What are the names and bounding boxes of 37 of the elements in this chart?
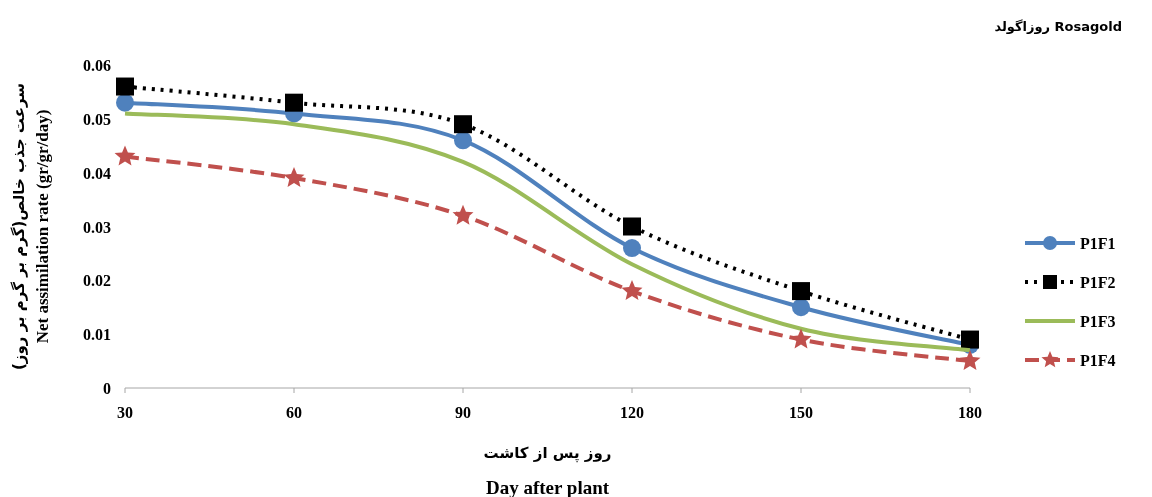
legend-label: P1F2 — [1080, 274, 1116, 291]
point — [452, 204, 474, 225]
x-tick-label: 30 — [117, 404, 133, 421]
point — [116, 93, 134, 112]
point — [283, 167, 305, 187]
point — [623, 217, 641, 236]
y-tick-label: 0.05 — [83, 110, 111, 128]
x-tick-label: 120 — [620, 404, 644, 421]
x-tick-label: 60 — [286, 404, 302, 421]
y-tick-label: 0.01 — [83, 326, 111, 344]
point — [116, 77, 134, 96]
x-tick-label: 180 — [958, 404, 982, 421]
point — [454, 131, 472, 150]
point — [454, 115, 472, 134]
point — [285, 93, 303, 112]
text: روز پس از کاشت — [483, 444, 612, 463]
point — [792, 298, 810, 317]
y-tick-label: 0.04 — [83, 164, 111, 182]
y-tick-label: 0.02 — [83, 272, 111, 290]
point — [114, 145, 136, 166]
text: سرعت جذب خالص(گرم بر گرم بر روز) — [10, 83, 28, 370]
point — [790, 328, 812, 349]
point — [792, 282, 810, 301]
legend-label: P1F4 — [1080, 352, 1116, 369]
x-tick-label: 150 — [789, 404, 813, 421]
text: روزاگولد Rosagold — [994, 19, 1122, 34]
y-tick-label: 0.06 — [83, 57, 111, 74]
point — [623, 239, 641, 258]
point — [959, 350, 981, 370]
y-axis-title: Net assimilation rate (gr/gr/day) — [33, 109, 52, 344]
x-tick-label: 90 — [455, 404, 471, 421]
y-tick-label: 0.03 — [83, 218, 111, 236]
point — [621, 280, 643, 300]
y-tick-label: 0 — [103, 380, 111, 397]
legend-label: P1F1 — [1080, 235, 1116, 252]
legend-label: P1F3 — [1080, 313, 1116, 330]
point — [961, 330, 979, 349]
